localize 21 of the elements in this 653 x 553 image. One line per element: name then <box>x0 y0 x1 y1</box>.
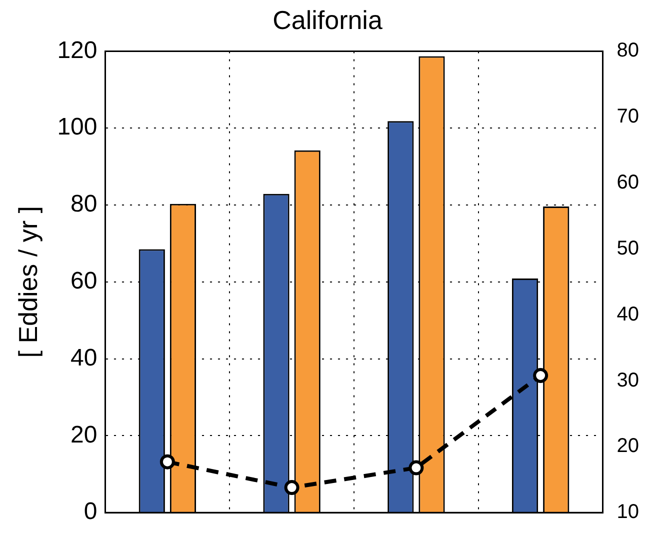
point <box>533 368 548 383</box>
y-tick-label: 0 <box>84 498 98 526</box>
y2-tick-label: 10 <box>616 501 640 524</box>
y-tick-label: 100 <box>57 114 98 141</box>
y2-tick-label: 50 <box>616 237 640 260</box>
y2-tick-label: 20 <box>616 435 640 458</box>
point <box>284 480 300 496</box>
y2-tick-label: 40 <box>616 303 640 326</box>
point <box>408 460 424 476</box>
chart-title: California <box>272 4 383 35</box>
y2-tick-label: 60 <box>616 172 640 194</box>
y-tick-label: 80 <box>70 190 98 218</box>
y-tick-label: 60 <box>70 268 98 295</box>
y2-tick-label: 70 <box>616 106 640 128</box>
y2-tick-label: 30 <box>616 369 640 392</box>
point <box>160 454 175 470</box>
y-axis-title: [ Eddies / yr ] <box>12 206 43 358</box>
y-tick-label: 40 <box>70 344 98 372</box>
y-tick-label: 20 <box>70 421 98 448</box>
y-tick-label: 120 <box>57 36 98 64</box>
y2-tick-label: 80 <box>616 40 640 62</box>
